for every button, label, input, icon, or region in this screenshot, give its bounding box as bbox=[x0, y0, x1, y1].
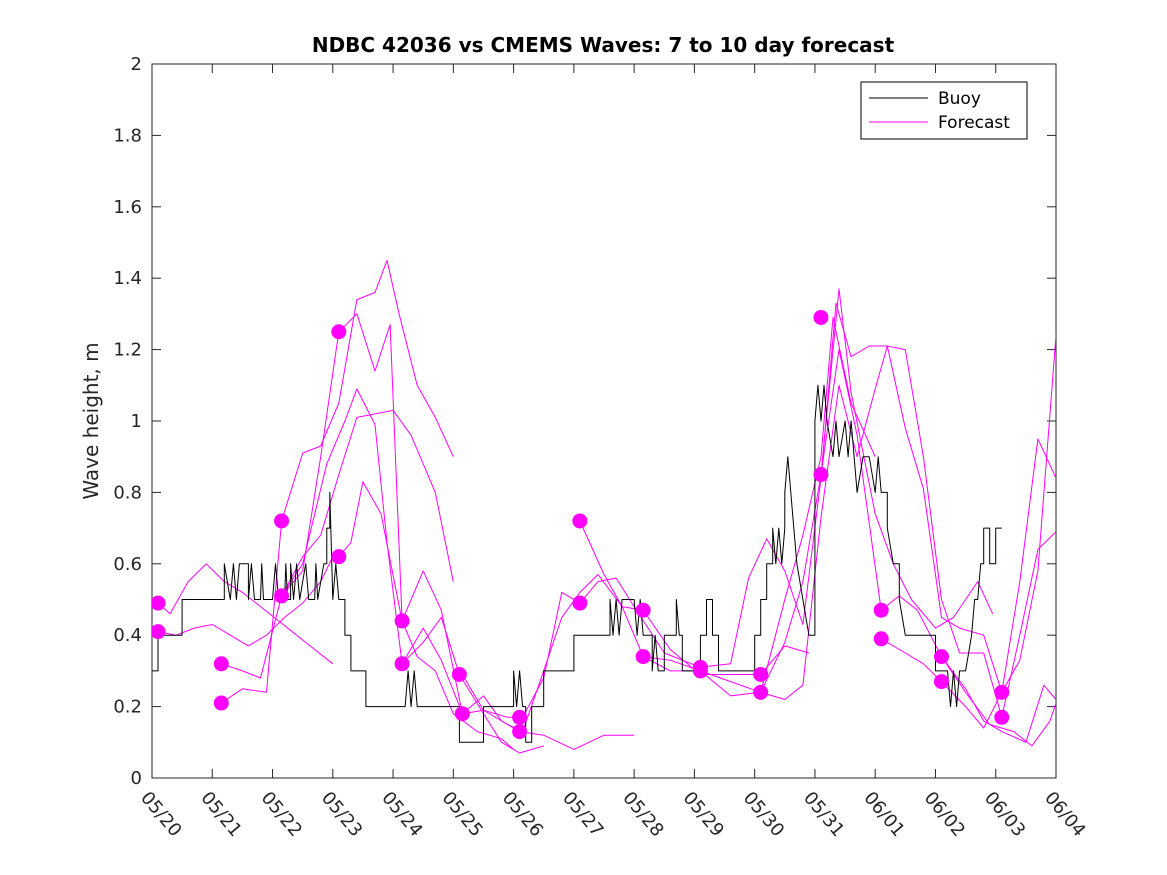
forecast-start-marker bbox=[331, 324, 347, 340]
chart-title: NDBC 42036 vs CMEMS Waves: 7 to 10 day f… bbox=[312, 33, 895, 57]
forecast-start-marker bbox=[331, 549, 347, 565]
forecast-series-line bbox=[221, 259, 454, 704]
forecast-series-line bbox=[880, 335, 1056, 729]
forecast-start-marker bbox=[994, 684, 1010, 700]
forecast-start-marker bbox=[753, 684, 769, 700]
forecast-start-marker bbox=[873, 602, 889, 618]
y-tick-label: 0.6 bbox=[113, 554, 142, 575]
forecast-start-marker bbox=[213, 656, 229, 672]
forecast-start-marker bbox=[994, 709, 1010, 725]
y-tick-label: 2 bbox=[131, 54, 142, 75]
forecast-start-marker bbox=[213, 695, 229, 711]
forecast-start-marker bbox=[274, 588, 290, 604]
forecast-start-marker bbox=[813, 467, 829, 483]
legend-label-forecast: Forecast bbox=[938, 113, 1010, 133]
forecast-series-line bbox=[941, 656, 1056, 743]
buoy-series-line bbox=[152, 384, 1002, 743]
forecast-series-line bbox=[700, 302, 1056, 693]
forecast-start-marker bbox=[394, 613, 410, 629]
forecast-start-marker bbox=[394, 656, 410, 672]
forecast-start-marker bbox=[152, 595, 166, 611]
forecast-start-marker bbox=[274, 513, 290, 529]
y-tick-label: 1.8 bbox=[113, 125, 142, 146]
y-tick-label: 0.2 bbox=[113, 697, 142, 718]
y-tick-label: 0.4 bbox=[113, 625, 142, 646]
forecast-start-marker bbox=[512, 709, 528, 725]
forecast-start-marker bbox=[451, 666, 467, 682]
forecast-start-marker bbox=[753, 666, 769, 682]
forecast-start-marker bbox=[692, 663, 708, 679]
forecast-series-line bbox=[579, 317, 876, 693]
forecast-start-marker bbox=[572, 513, 588, 529]
forecast-start-marker bbox=[813, 309, 829, 325]
forecast-series-line bbox=[157, 563, 334, 665]
forecast-start-marker bbox=[933, 674, 949, 690]
y-tick-label: 1.4 bbox=[113, 268, 142, 289]
series-group bbox=[152, 259, 1056, 754]
forecast-start-marker bbox=[572, 595, 588, 611]
forecast-start-marker bbox=[454, 706, 470, 722]
forecast-start-marker bbox=[635, 602, 651, 618]
forecast-start-marker bbox=[512, 724, 528, 740]
forecast-start-marker bbox=[873, 631, 889, 647]
forecast-start-marker bbox=[933, 649, 949, 665]
y-tick-label: 1.6 bbox=[113, 197, 142, 218]
legend: Buoy Forecast bbox=[860, 81, 1028, 140]
forecast-series-line bbox=[642, 288, 994, 697]
y-axis-label: Wave height, m bbox=[79, 342, 103, 499]
forecast-start-marker bbox=[635, 649, 651, 665]
forecast-start-marker bbox=[152, 624, 166, 640]
forecast-series-line bbox=[221, 409, 454, 679]
forecast-series-line bbox=[281, 313, 514, 750]
legend-label-buoy: Buoy bbox=[938, 89, 981, 109]
legend-box bbox=[860, 81, 1028, 140]
y-tick-label: 0.8 bbox=[113, 482, 142, 503]
y-tick-label: 1.2 bbox=[113, 340, 142, 361]
y-tick-label: 0 bbox=[131, 768, 142, 789]
y-tick-label: 1 bbox=[131, 411, 142, 432]
